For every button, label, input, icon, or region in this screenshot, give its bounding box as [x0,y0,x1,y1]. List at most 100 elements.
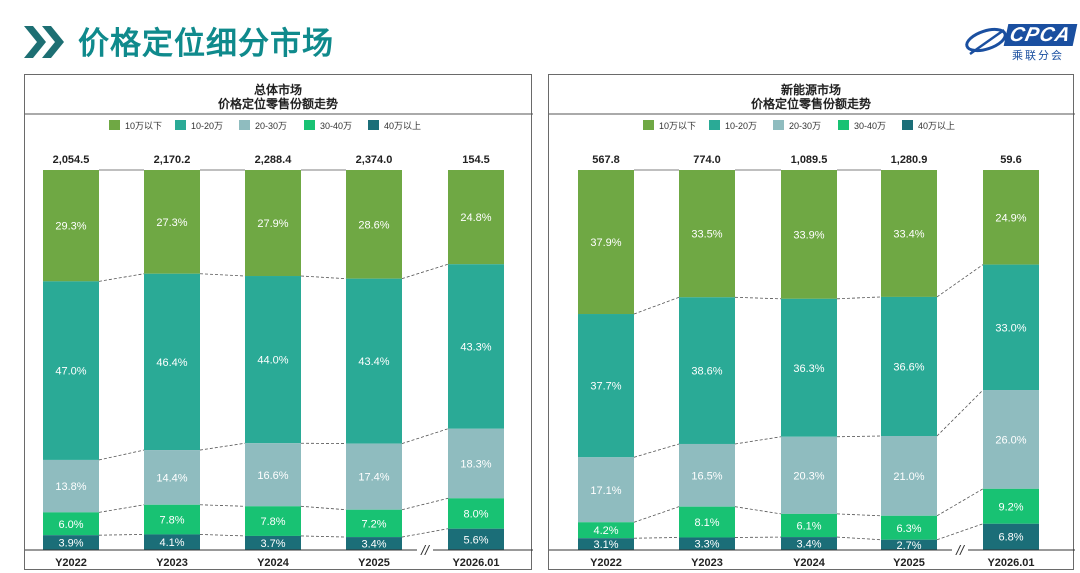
category-label: Y2023 [691,557,723,569]
chart-title: 新能源市场 [780,83,841,97]
data-label: 24.9% [995,212,1026,224]
connector-line [836,296,882,300]
bar-segment [448,528,504,550]
bar-segment [346,443,402,510]
data-label: 6.0% [58,519,83,531]
legend-swatch [239,120,250,130]
legend-label: 10-20万 [191,121,223,131]
bar-segment [983,390,1039,489]
legend-label: 10-20万 [725,121,757,131]
overall-market-chart: 10万以下 10-20万 20-30万 30-40万 40万以上 29.3% 47.0% 13… [25,113,533,569]
data-label: 36.3% [793,363,824,375]
data-label: 28.6% [358,219,389,231]
bar-segment [881,436,937,516]
data-label: 5.6% [463,534,488,546]
bar-segment [346,278,402,444]
legend-swatch [902,120,913,130]
data-label: 33.5% [691,229,722,241]
bar-segment [245,276,301,444]
category-label: Y2024 [257,557,290,569]
data-label: 38.6% [691,366,722,378]
data-label: 3.4% [361,539,386,551]
bar-segment [983,264,1039,391]
bar-segment [43,170,99,282]
connector-line [734,506,782,515]
bar-segment [448,264,504,429]
bar-segment [881,296,937,436]
bar-segment [144,504,200,535]
connector-line [401,497,449,511]
data-label: 43.3% [460,342,491,354]
double-chevron-icon [24,26,64,58]
bar-segment [679,443,735,507]
axis-break-mark: // [955,542,966,558]
connector-line [836,513,882,517]
bar-segment [43,281,99,460]
connector-line [633,443,680,458]
data-label: 18.3% [460,459,491,471]
total-label: 2,170.2 [154,154,191,166]
data-label: 33.0% [995,322,1026,334]
total-label: 2,054.5 [53,154,90,166]
bar-segment [781,513,837,538]
data-label: 46.4% [156,357,187,369]
legend-swatch [709,120,720,130]
data-label: 4.1% [159,537,184,549]
category-label: Y2022 [55,557,87,569]
category-label: Y2025 [358,557,390,569]
data-label: 37.7% [590,381,621,393]
data-label: 43.4% [358,356,389,368]
data-label: 37.9% [590,237,621,249]
data-label: 6.3% [896,523,921,535]
bar-segment [983,170,1039,265]
overall-market-panel: 总体市场 价格定位零售份额走势 10万以下 10-20万 20-30万 30-40万 4… [24,74,533,570]
connector-line [199,534,246,537]
legend-swatch [643,120,654,130]
category-label: Y2024 [793,557,826,569]
data-label: 3.1% [593,539,618,551]
bar-segment [144,534,200,550]
connector-line [633,537,680,539]
data-label: 3.9% [58,538,83,550]
connector-line [199,504,246,507]
data-label: 13.8% [55,481,86,493]
data-label: 29.3% [55,221,86,233]
data-label: 8.0% [463,509,488,521]
connector-line [401,428,449,444]
total-label: 1,280.9 [891,154,928,166]
category-label: Y2025 [893,557,925,569]
category-label: Y2023 [156,557,188,569]
bar-segment [983,488,1039,524]
bar-segment [43,535,99,550]
bar-segment [245,535,301,550]
page-title: 价格定位细分市场 [78,26,334,62]
legend-swatch [838,120,849,130]
connector-line [98,449,145,461]
logo-swoosh-icon [965,27,1007,56]
nev-market-chart: 10万以下 10-20万 20-30万 30-40万 40万以上 37.9% 37.7% 17… [549,113,1075,569]
bar-segment [578,522,634,539]
data-label: 3.7% [260,538,285,550]
legend-swatch [175,120,186,130]
connector-line [300,535,347,538]
data-label: 24.8% [460,212,491,224]
connector-line [633,506,680,523]
data-label: 47.0% [55,366,86,378]
bar-segment [679,170,735,298]
category-label: Y2022 [590,557,622,569]
total-label: 59.6 [1000,154,1021,166]
legend-swatch [368,120,379,130]
data-label: 26.0% [995,434,1026,446]
data-label: 3.3% [694,539,719,551]
data-label: 17.4% [358,472,389,484]
data-label: 21.0% [893,471,924,483]
bar-segment [578,314,634,458]
data-label: 3.4% [796,539,821,551]
data-label: 2.7% [896,540,921,552]
connector-line [936,488,984,517]
connector-line [836,435,882,438]
page-header: 价格定位细分市场 CPCA 乘联分会 [0,0,1080,74]
logo-text: CPCA [1003,24,1078,46]
data-label: 9.2% [998,501,1023,513]
data-label: 20.3% [793,470,824,482]
